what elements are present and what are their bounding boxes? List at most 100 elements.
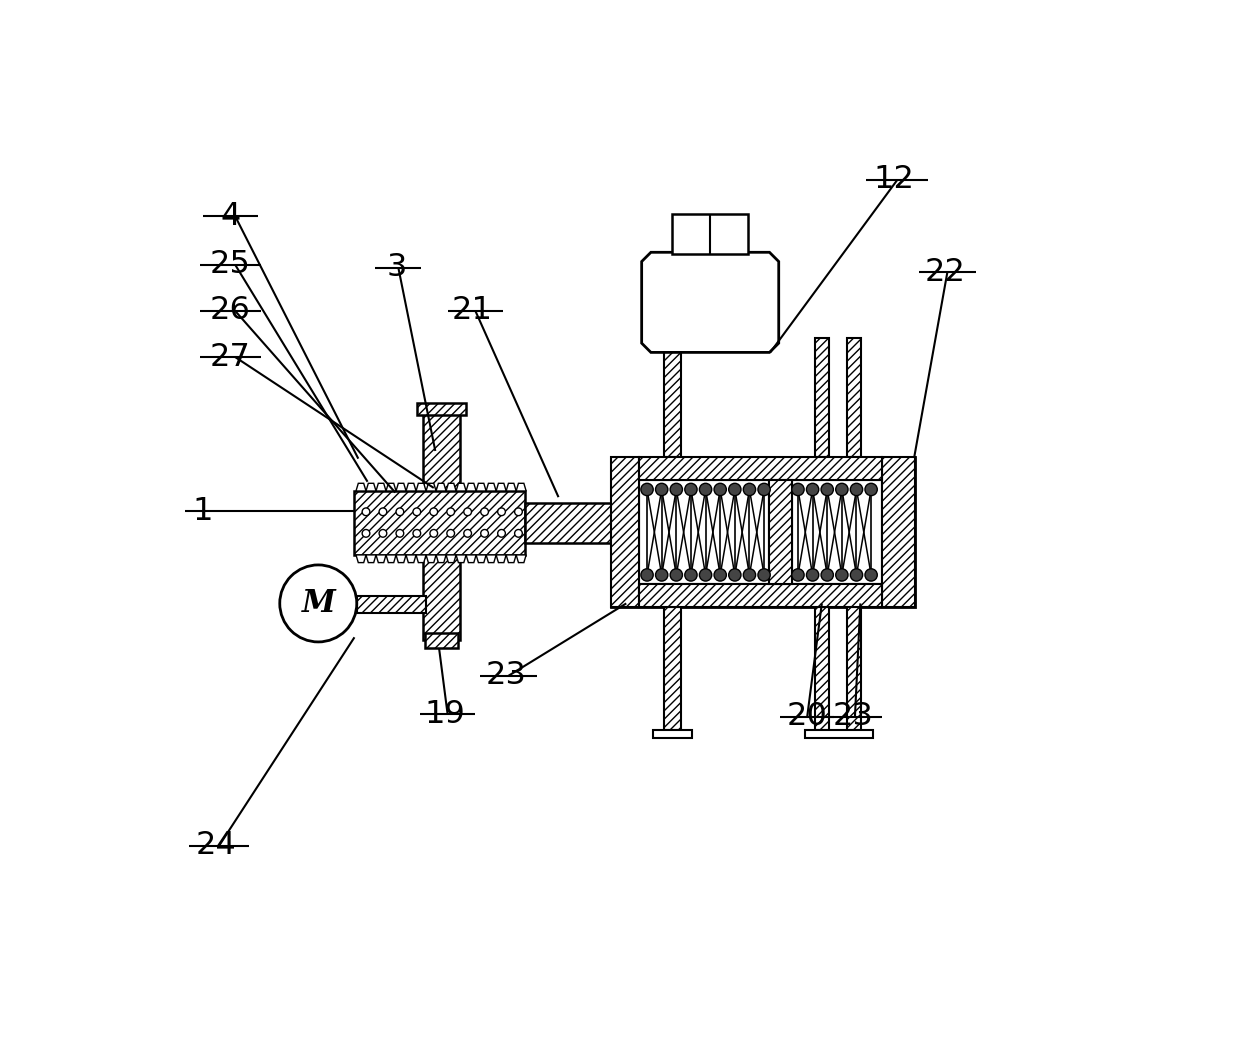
Polygon shape bbox=[405, 555, 417, 562]
Circle shape bbox=[866, 484, 877, 495]
Text: 19: 19 bbox=[424, 698, 465, 730]
Bar bbox=[640, 457, 882, 480]
Circle shape bbox=[430, 508, 438, 516]
Circle shape bbox=[806, 569, 818, 581]
Text: 22: 22 bbox=[925, 257, 966, 288]
Bar bbox=[815, 607, 828, 730]
Bar bbox=[882, 457, 915, 607]
Circle shape bbox=[497, 508, 506, 516]
Circle shape bbox=[497, 529, 506, 537]
Circle shape bbox=[851, 569, 863, 581]
Circle shape bbox=[379, 529, 387, 537]
Circle shape bbox=[379, 508, 387, 516]
Circle shape bbox=[641, 569, 653, 581]
Circle shape bbox=[758, 569, 770, 581]
Circle shape bbox=[464, 529, 471, 537]
Bar bbox=[769, 480, 792, 585]
Polygon shape bbox=[476, 555, 486, 562]
Polygon shape bbox=[446, 484, 456, 491]
Text: 23: 23 bbox=[833, 702, 874, 732]
Circle shape bbox=[481, 508, 489, 516]
Polygon shape bbox=[366, 484, 376, 491]
Circle shape bbox=[806, 484, 818, 495]
Polygon shape bbox=[456, 555, 466, 562]
Polygon shape bbox=[436, 555, 446, 562]
Bar bbox=[815, 338, 828, 457]
Circle shape bbox=[396, 529, 404, 537]
Circle shape bbox=[656, 484, 668, 495]
Circle shape bbox=[396, 508, 404, 516]
Polygon shape bbox=[427, 484, 436, 491]
Bar bbox=[653, 730, 692, 738]
Bar bbox=[640, 585, 882, 607]
Circle shape bbox=[792, 484, 804, 495]
Polygon shape bbox=[466, 484, 476, 491]
Circle shape bbox=[836, 484, 848, 495]
Polygon shape bbox=[496, 484, 506, 491]
Polygon shape bbox=[396, 555, 405, 562]
Circle shape bbox=[515, 529, 522, 537]
Bar bbox=[417, 403, 466, 415]
Text: 4: 4 bbox=[221, 201, 241, 232]
Text: 27: 27 bbox=[210, 341, 250, 372]
Polygon shape bbox=[446, 555, 456, 562]
Bar bbox=[847, 607, 861, 730]
Circle shape bbox=[641, 484, 653, 495]
Polygon shape bbox=[516, 484, 526, 491]
Bar bbox=[805, 730, 873, 738]
Circle shape bbox=[743, 569, 755, 581]
Bar bbox=[423, 411, 460, 640]
Circle shape bbox=[792, 569, 804, 581]
Polygon shape bbox=[496, 555, 506, 562]
Bar bbox=[611, 457, 640, 607]
Polygon shape bbox=[417, 555, 427, 562]
Text: 12: 12 bbox=[873, 165, 914, 196]
Circle shape bbox=[729, 569, 742, 581]
Circle shape bbox=[821, 569, 833, 581]
Polygon shape bbox=[366, 555, 376, 562]
Polygon shape bbox=[386, 555, 396, 562]
Polygon shape bbox=[396, 484, 405, 491]
Bar bbox=[525, 503, 613, 543]
Circle shape bbox=[280, 564, 357, 642]
Polygon shape bbox=[386, 484, 396, 491]
Bar bbox=[663, 607, 681, 730]
Text: M: M bbox=[301, 588, 335, 619]
Circle shape bbox=[758, 484, 770, 495]
Polygon shape bbox=[506, 484, 516, 491]
Bar bbox=[663, 338, 681, 457]
Circle shape bbox=[413, 508, 420, 516]
Polygon shape bbox=[516, 555, 526, 562]
Bar bbox=[425, 632, 458, 648]
Circle shape bbox=[446, 508, 455, 516]
Circle shape bbox=[699, 484, 712, 495]
Circle shape bbox=[656, 569, 668, 581]
Circle shape bbox=[836, 569, 848, 581]
Text: 3: 3 bbox=[387, 252, 407, 283]
Circle shape bbox=[743, 484, 755, 495]
Text: 21: 21 bbox=[451, 296, 492, 326]
Bar bbox=[672, 214, 748, 254]
Circle shape bbox=[699, 569, 712, 581]
Text: 26: 26 bbox=[210, 296, 250, 326]
Polygon shape bbox=[486, 555, 496, 562]
Text: 20: 20 bbox=[786, 702, 827, 732]
Circle shape bbox=[670, 484, 682, 495]
Circle shape bbox=[481, 529, 489, 537]
Circle shape bbox=[684, 569, 697, 581]
Polygon shape bbox=[506, 555, 516, 562]
Circle shape bbox=[515, 508, 522, 516]
Circle shape bbox=[684, 484, 697, 495]
Polygon shape bbox=[405, 484, 417, 491]
Polygon shape bbox=[486, 484, 496, 491]
Polygon shape bbox=[376, 555, 386, 562]
Polygon shape bbox=[641, 252, 779, 353]
Text: 25: 25 bbox=[210, 249, 250, 281]
Polygon shape bbox=[376, 484, 386, 491]
Circle shape bbox=[714, 569, 727, 581]
Text: 1: 1 bbox=[192, 495, 213, 526]
Circle shape bbox=[714, 484, 727, 495]
Polygon shape bbox=[456, 484, 466, 491]
Bar bbox=[611, 457, 915, 607]
Bar bbox=[792, 480, 882, 585]
